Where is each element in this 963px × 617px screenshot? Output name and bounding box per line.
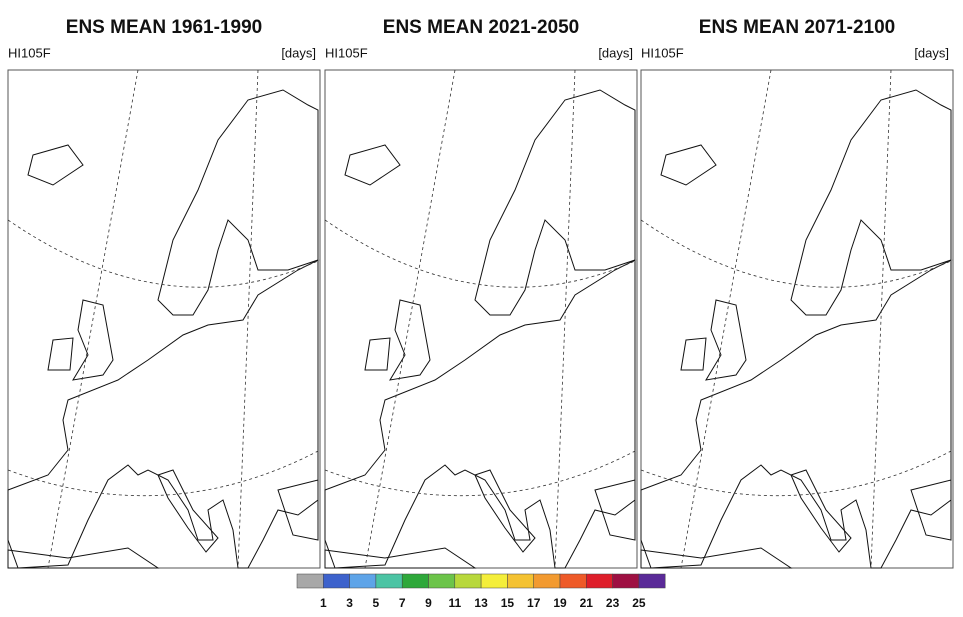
graticule xyxy=(640,449,954,497)
graticule xyxy=(680,69,772,569)
map-background xyxy=(640,69,954,569)
graticule xyxy=(7,219,321,288)
colorbar-label: 17 xyxy=(527,596,541,610)
colorbar-label: 13 xyxy=(474,596,488,610)
colorbar-swatch xyxy=(454,573,482,589)
colorbar-swatch xyxy=(507,573,534,589)
units-label: [days] xyxy=(598,45,633,60)
graticule xyxy=(870,69,892,569)
colorbar-swatch xyxy=(533,573,561,589)
colorbar-label: 11 xyxy=(448,596,461,610)
variable-label: HI105F xyxy=(641,45,684,60)
colorbar-label: 15 xyxy=(501,596,515,610)
map-background xyxy=(324,69,638,569)
panel-title: ENS MEAN 2021-2050 xyxy=(383,17,579,38)
colorbar-label: 9 xyxy=(425,596,432,610)
graticule xyxy=(640,219,954,288)
colorbar-swatch xyxy=(586,573,613,589)
graticule xyxy=(47,69,139,569)
colorbar-label: 21 xyxy=(580,596,594,610)
colorbar-swatch xyxy=(480,573,508,589)
colorbar-label: 1 xyxy=(320,596,327,610)
map-panel xyxy=(640,69,954,569)
graticule xyxy=(554,69,576,569)
units-label: [days] xyxy=(281,45,316,60)
colorbar-swatch xyxy=(401,573,429,589)
colorbar-swatch xyxy=(323,573,350,589)
colorbar-swatch xyxy=(349,573,377,589)
variable-label: HI105F xyxy=(8,45,51,60)
colorbar-label: 5 xyxy=(373,596,380,610)
colorbar-swatch xyxy=(296,573,324,589)
graticule xyxy=(324,219,638,288)
colorbar-swatch xyxy=(638,573,666,589)
variable-label: HI105F xyxy=(325,45,368,60)
colorbar-label: 23 xyxy=(606,596,620,610)
graticule xyxy=(364,69,456,569)
colorbar-label: 19 xyxy=(553,596,567,610)
colorbar-label: 7 xyxy=(399,596,406,610)
graticule xyxy=(237,69,259,569)
colorbar-swatch xyxy=(559,573,587,589)
panel-title: ENS MEAN 2071-2100 xyxy=(699,17,895,38)
colorbar-swatch xyxy=(612,573,640,589)
colorbar-swatch xyxy=(428,573,456,589)
map-background xyxy=(7,69,321,569)
colorbar-swatch xyxy=(375,573,403,589)
colorbar-label: 3 xyxy=(346,596,353,610)
graticule xyxy=(7,449,321,497)
graticule xyxy=(324,449,638,497)
panel-title: ENS MEAN 1961-1990 xyxy=(66,17,262,38)
colorbar-label: 25 xyxy=(632,596,646,610)
map-panel xyxy=(324,69,638,569)
units-label: [days] xyxy=(914,45,949,60)
map-panel xyxy=(7,69,321,569)
